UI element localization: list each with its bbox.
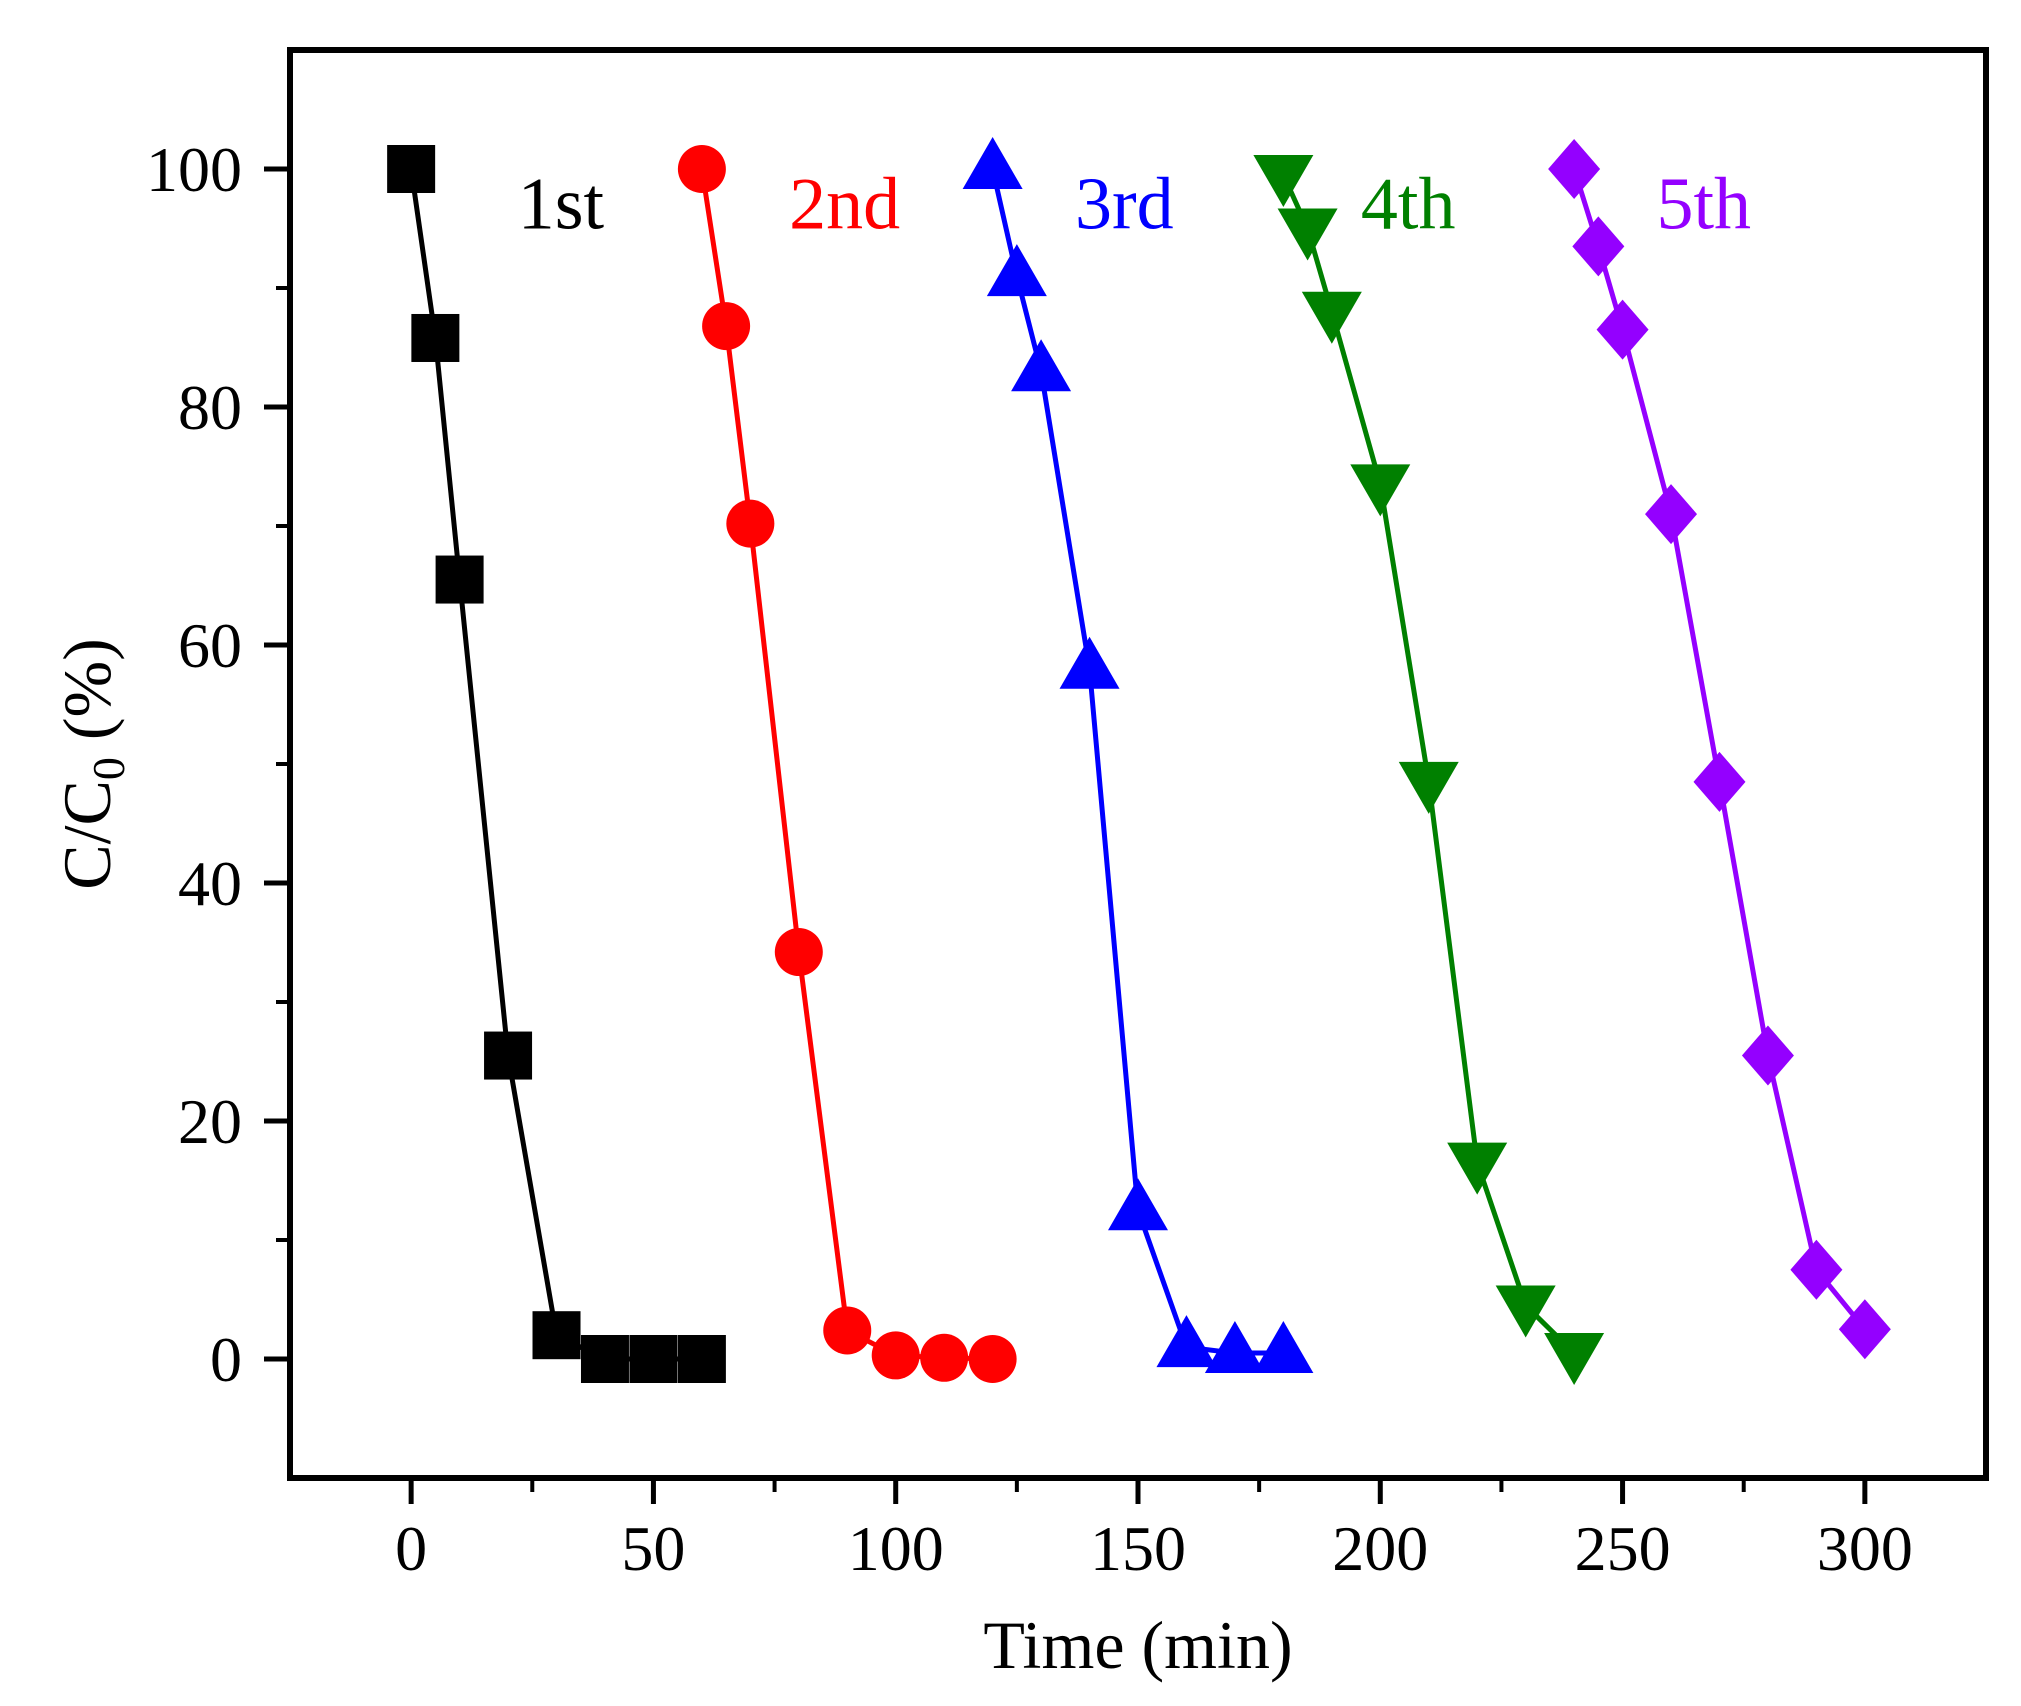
- series-label-1st: 1st: [518, 164, 605, 246]
- plot-marks: 1st 2nd 3rd 4th 5th: [387, 137, 1891, 1386]
- y-tick-label: 80: [178, 372, 242, 443]
- data-point-1st: [387, 145, 436, 193]
- data-point-5th: [1572, 216, 1625, 277]
- data-point-3rd: [1059, 636, 1120, 689]
- y-tick-label: 0: [210, 1324, 242, 1395]
- series-label-4th: 4th: [1361, 164, 1456, 246]
- y-axis-title-suffix: (%): [49, 638, 125, 757]
- data-point-4th: [1253, 154, 1314, 207]
- data-point-2nd: [823, 1306, 872, 1355]
- data-point-3rd: [1011, 339, 1072, 392]
- data-point-4th: [1301, 291, 1362, 344]
- data-point-1st: [629, 1335, 678, 1383]
- data-point-1st: [580, 1335, 629, 1383]
- x-tick-label: 50: [621, 1513, 685, 1584]
- y-axis-title-subscript: 0: [83, 757, 134, 780]
- data-point-2nd: [726, 499, 775, 548]
- data-point-4th: [1398, 761, 1459, 814]
- data-point-1st: [532, 1311, 581, 1360]
- data-point-4th: [1277, 208, 1338, 261]
- y-tick-label: 20: [178, 1086, 242, 1157]
- data-point-3rd: [1204, 1321, 1265, 1374]
- data-point-5th: [1548, 139, 1601, 199]
- data-point-5th: [1596, 299, 1649, 360]
- x-tick-label: 200: [1332, 1513, 1428, 1584]
- data-point-3rd: [986, 244, 1047, 297]
- y-tick-label: 60: [178, 610, 242, 681]
- y-axis-title-main: C/C: [49, 780, 125, 890]
- series-label-2nd: 2nd: [789, 164, 900, 246]
- data-point-2nd: [920, 1333, 969, 1382]
- y-axis-title: C/C0 (%): [49, 638, 134, 890]
- data-point-2nd: [677, 145, 726, 193]
- data-point-2nd: [871, 1331, 920, 1380]
- data-point-1st: [435, 555, 484, 604]
- data-point-2nd: [968, 1335, 1017, 1383]
- y-tick-label: 40: [178, 848, 242, 919]
- data-point-4th: [1495, 1285, 1556, 1338]
- x-tick-label: 0: [395, 1513, 427, 1584]
- x-tick-label: 150: [1090, 1513, 1186, 1584]
- series-label-5th: 5th: [1656, 164, 1751, 246]
- axis-ticks: 0 50 100 150 200 250 300 0 20 40 60 80 100: [146, 134, 1913, 1584]
- data-point-2nd: [774, 928, 823, 977]
- y-tick-label: 100: [146, 134, 242, 205]
- x-axis-title: Time (min): [983, 1607, 1292, 1683]
- data-point-4th: [1544, 1333, 1605, 1386]
- data-point-3rd: [1156, 1315, 1217, 1368]
- data-point-1st: [411, 313, 460, 362]
- data-point-3rd: [1253, 1321, 1314, 1374]
- x-tick-label: 100: [848, 1513, 944, 1584]
- data-point-5th: [1693, 751, 1746, 812]
- data-point-5th: [1741, 1025, 1794, 1086]
- data-point-5th: [1645, 484, 1698, 545]
- data-point-1st: [677, 1335, 726, 1383]
- data-point-4th: [1350, 464, 1411, 517]
- data-point-4th: [1447, 1142, 1508, 1195]
- data-point-3rd: [1108, 1178, 1168, 1231]
- data-point-2nd: [702, 302, 751, 351]
- x-tick-label: 250: [1575, 1513, 1671, 1584]
- series-label-3rd: 3rd: [1075, 164, 1174, 246]
- data-point-5th: [1790, 1239, 1843, 1300]
- x-tick-label: 300: [1817, 1513, 1913, 1584]
- data-point-5th: [1838, 1299, 1891, 1360]
- data-point-1st: [484, 1031, 533, 1080]
- data-point-3rd: [962, 137, 1023, 189]
